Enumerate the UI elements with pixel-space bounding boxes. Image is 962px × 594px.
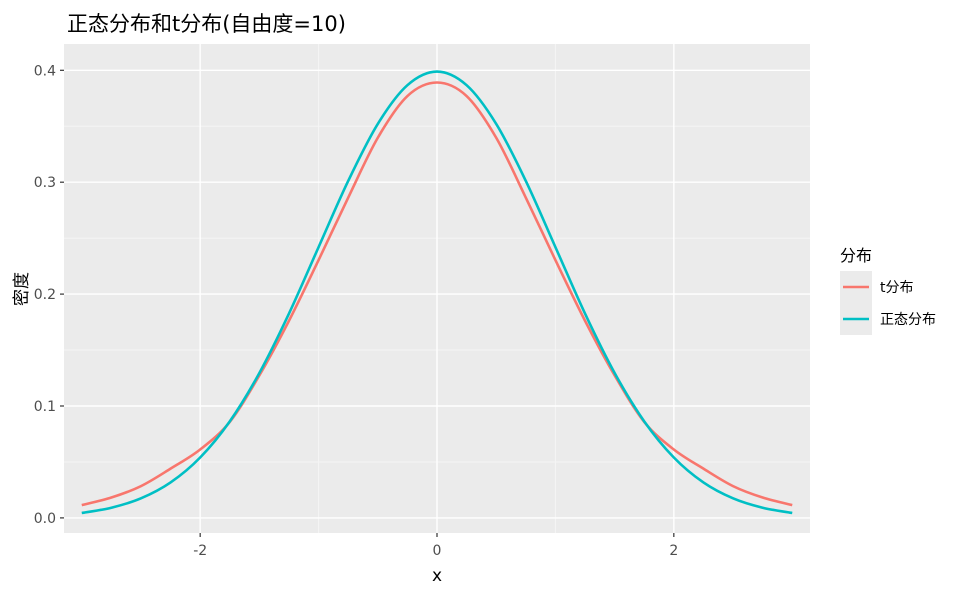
y-tick-label: 0.0 bbox=[34, 511, 56, 527]
legend-label-normal-distribution: 正态分布 bbox=[880, 312, 936, 328]
y-tick-label: 0.1 bbox=[34, 399, 56, 415]
y-tick-label: 0.4 bbox=[34, 63, 56, 79]
x-tick-label: -2 bbox=[193, 543, 207, 559]
axis-ticks: -2 0 2 0.0 0.1 0.2 0.3 0.4 bbox=[34, 63, 679, 559]
y-tick-label: 0.3 bbox=[34, 175, 56, 191]
x-tick-label: 0 bbox=[433, 543, 442, 559]
t-distribution-line bbox=[81, 81, 793, 507]
chart-title: 正态分布和t分布(自由度=10) bbox=[67, 12, 346, 36]
legend-label-t-distribution: t分布 bbox=[880, 280, 914, 296]
x-tick-label: 2 bbox=[669, 543, 678, 559]
y-tick-label: 0.2 bbox=[34, 287, 56, 303]
y-axis-title: 密度 bbox=[12, 272, 32, 306]
series-layer bbox=[81, 70, 793, 515]
legend-title: 分布 bbox=[840, 246, 872, 265]
normal-distribution-line bbox=[81, 70, 793, 515]
x-axis-title: x bbox=[432, 566, 442, 586]
